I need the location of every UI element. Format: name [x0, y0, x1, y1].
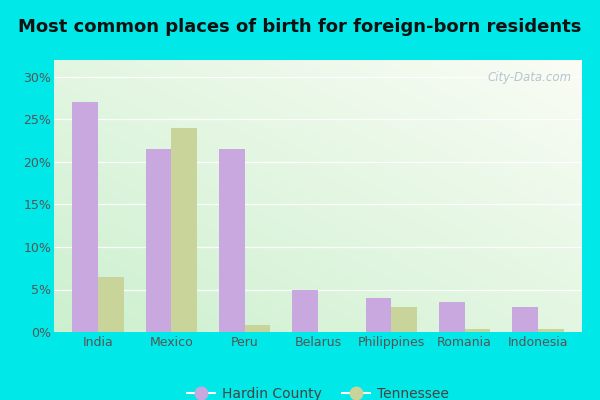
- Legend: Hardin County, Tennessee: Hardin County, Tennessee: [181, 382, 455, 400]
- Text: Most common places of birth for foreign-born residents: Most common places of birth for foreign-…: [19, 18, 581, 36]
- Bar: [219, 149, 245, 332]
- Bar: [146, 149, 172, 332]
- Bar: [172, 128, 197, 332]
- Bar: [365, 298, 391, 332]
- Bar: [512, 306, 538, 332]
- Text: City-Data.com: City-Data.com: [487, 71, 571, 84]
- Bar: [292, 290, 318, 332]
- Bar: [464, 329, 490, 332]
- Bar: [391, 306, 417, 332]
- Bar: [98, 277, 124, 332]
- Bar: [73, 102, 98, 332]
- Bar: [538, 330, 563, 332]
- Bar: [439, 302, 464, 332]
- Bar: [245, 325, 271, 332]
